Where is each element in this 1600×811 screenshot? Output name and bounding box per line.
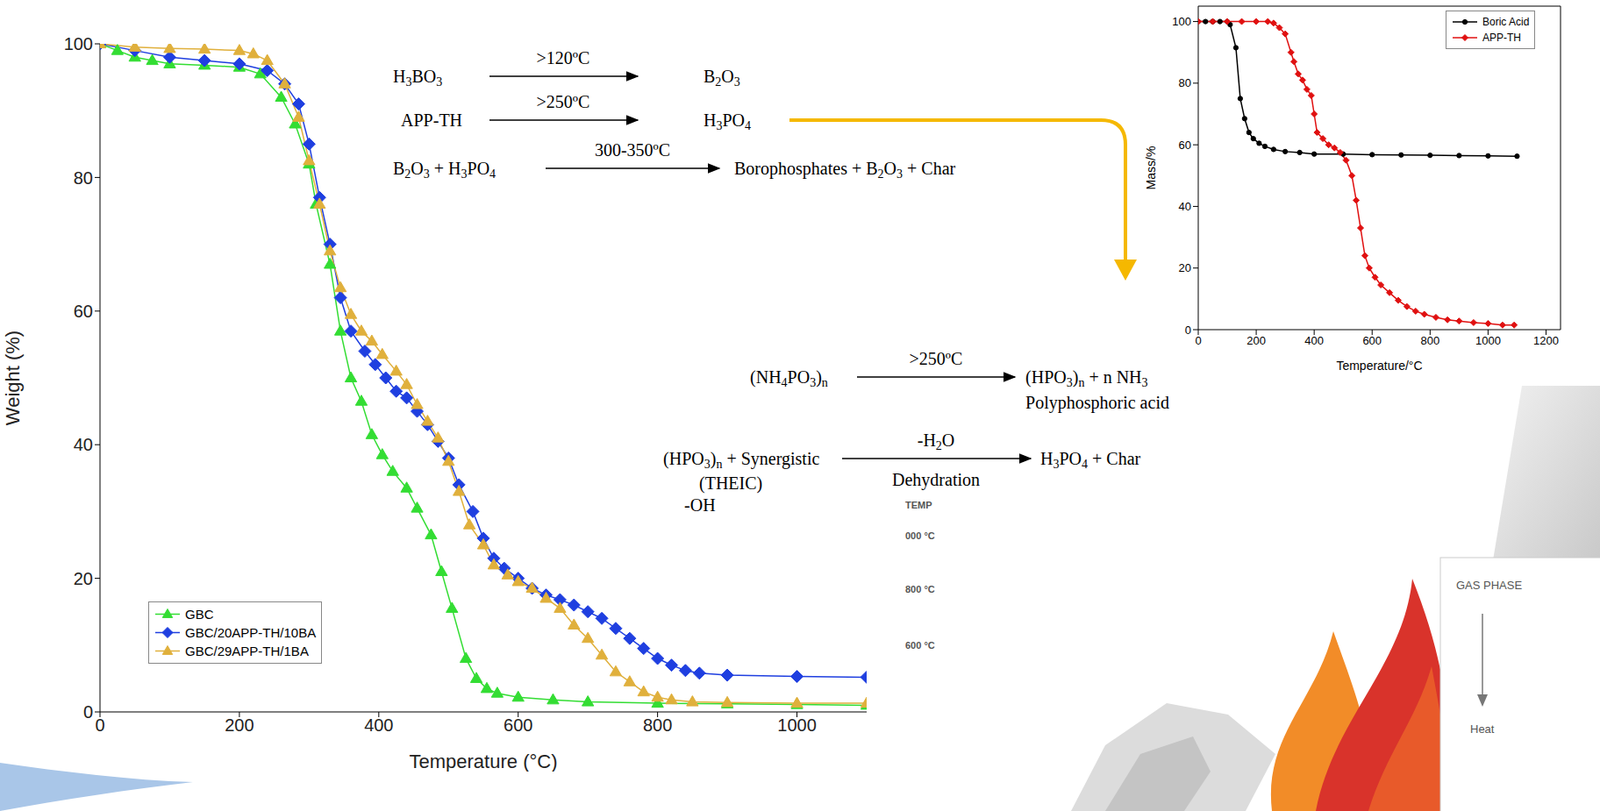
svg-text:100: 100 <box>64 34 93 54</box>
svg-text:Weight (%): Weight (%) <box>1 330 24 426</box>
html-text:3 0 0 - 3 5 0 º C: 3 0 0 - 3 5 0 º C <box>594 140 671 160</box>
svg-text:600: 600 <box>1362 334 1382 348</box>
html-text:H3B O3: H3B O3 <box>392 66 443 89</box>
html-text:> 2 5 0 º C: > 2 5 0 º C <box>909 349 963 369</box>
svg-text:0: 0 <box>1185 323 1192 337</box>
html-text:H3P O4: H3P O4 <box>703 110 751 133</box>
svg-text:1000: 1000 <box>1475 334 1501 348</box>
html-text:A P P - T H: A P P - T H <box>400 110 463 130</box>
svg-text:60: 60 <box>73 301 93 322</box>
html-text:(N H4P O3)n: (N H4P O3)n <box>750 367 828 390</box>
svg-text:400: 400 <box>364 715 393 736</box>
html-text:(H P O3)n + S y n e r g i s t: (H P O3)n + S y n e r g i s t i c <box>663 449 820 471</box>
html-text:H3P O4 + C h a r: H3P O4 + C h a r <box>1040 449 1141 471</box>
svg-text:80: 80 <box>73 168 93 188</box>
html-text:B2O3: B2O3 <box>703 66 741 89</box>
html-text:Heat: Heat <box>1470 722 1495 736</box>
html-text:Boric Acid: Boric Acid <box>1482 15 1530 29</box>
html-text:GBC: GBC <box>185 607 214 622</box>
svg-text:60: 60 <box>1178 138 1192 152</box>
svg-text:0: 0 <box>83 702 93 722</box>
html-text:APP-TH: APP-TH <box>1482 31 1522 44</box>
html-text:(T H E I C): (T H E I C) <box>699 473 763 493</box>
svg-text:Mass/%: Mass/% <box>1143 146 1158 191</box>
svg-text:800: 800 <box>1420 334 1440 348</box>
svg-text:600: 600 <box>503 715 533 736</box>
html-text:GAS PHASE: GAS PHASE <box>1456 578 1523 593</box>
html-text:GBC/29APP-TH/1BA: GBC/29APP-TH/1BA <box>185 643 309 659</box>
svg-text:20: 20 <box>73 569 93 589</box>
svg-text:40: 40 <box>73 435 93 455</box>
svg-text:0: 0 <box>1194 334 1201 348</box>
svg-text:1200: 1200 <box>1533 334 1559 348</box>
html-text:- H2O: - H2O <box>917 430 955 453</box>
svg-text:40: 40 <box>1178 200 1192 214</box>
html-text:B o r o p h o s p h a t e s +: B o r o p h o s p h a t e s + B2O3 + C h… <box>734 158 956 181</box>
svg-text:200: 200 <box>1246 334 1266 348</box>
svg-text:1000: 1000 <box>777 715 817 736</box>
html-text:000 °C: 000 °C <box>905 530 935 542</box>
svg-text:200: 200 <box>224 715 254 736</box>
html-text:B2O3 + H3P O4: B2O3 + H3P O4 <box>392 158 496 181</box>
svg-text:400: 400 <box>1304 334 1324 348</box>
svg-text:20: 20 <box>1178 261 1192 275</box>
html-text:800 °C: 800 °C <box>905 584 935 595</box>
svg-text:0: 0 <box>94 715 105 736</box>
html-text:P o l y p h o s p h o r i c a: P o l y p h o s p h o r i c a c i d <box>1025 392 1170 413</box>
svg-text:Temperature (°C): Temperature (°C) <box>409 750 558 772</box>
html-text:(H P O3)n + n N H3: (H P O3)n + n N H3 <box>1025 367 1148 390</box>
html-text:> 1 2 0 º C: > 1 2 0 º C <box>536 48 590 68</box>
html-text:- O H: - O H <box>684 495 716 515</box>
svg-text:80: 80 <box>1178 76 1192 90</box>
html-text:TEMP: TEMP <box>905 500 933 511</box>
svg-text:100: 100 <box>1171 14 1192 29</box>
html-text:GBC/20APP-TH/10BA: GBC/20APP-TH/10BA <box>185 625 316 641</box>
svg-text:800: 800 <box>642 715 672 736</box>
html-text:D e h y d r a t i o n: D e h y d r a t i o n <box>892 470 980 490</box>
html-text:600 °C: 600 °C <box>905 640 935 651</box>
html-text:> 2 5 0 º C: > 2 5 0 º C <box>536 92 590 112</box>
svg-text:Temperature/°C: Temperature/°C <box>1335 358 1422 373</box>
